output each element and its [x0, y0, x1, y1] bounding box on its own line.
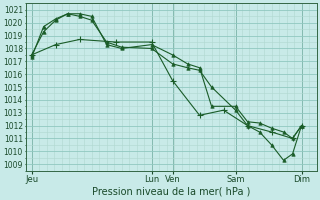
- X-axis label: Pression niveau de la mer( hPa ): Pression niveau de la mer( hPa ): [92, 187, 250, 197]
